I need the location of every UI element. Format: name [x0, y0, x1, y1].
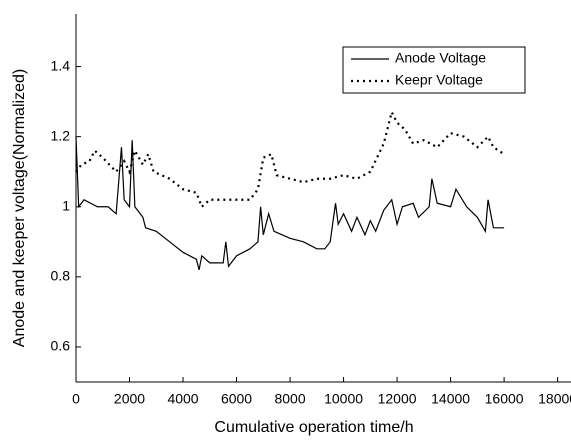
line-series	[75, 136, 505, 270]
legend-label: Keepr Voltage	[395, 72, 483, 88]
x-tick-label: 16000	[485, 391, 524, 407]
y-tick-label: 0.8	[51, 268, 71, 284]
y-tick-label: 1.4	[51, 57, 71, 73]
x-tick-label: 12000	[378, 391, 417, 407]
x-tick-label: 10000	[324, 391, 363, 407]
x-tick-label: 6000	[221, 391, 252, 407]
x-tick-label: 8000	[274, 391, 305, 407]
x-tick-label: 0	[72, 391, 80, 407]
line-series	[75, 109, 505, 209]
x-tick-label: 2000	[114, 391, 145, 407]
y-tick-label: 1.2	[51, 127, 71, 143]
x-tick-label: 4000	[167, 391, 198, 407]
y-tick-label: 0.6	[51, 338, 71, 354]
legend-box	[342, 46, 526, 94]
x-tick-label: 14000	[431, 391, 470, 407]
x-axis-label: Cumulative operation time/h	[214, 419, 413, 436]
y-axis-label: Anode and keeper voltage(Normalized)	[11, 69, 28, 347]
legend-label: Anode Voltage	[395, 50, 486, 66]
y-tick-label: 1	[62, 197, 70, 213]
